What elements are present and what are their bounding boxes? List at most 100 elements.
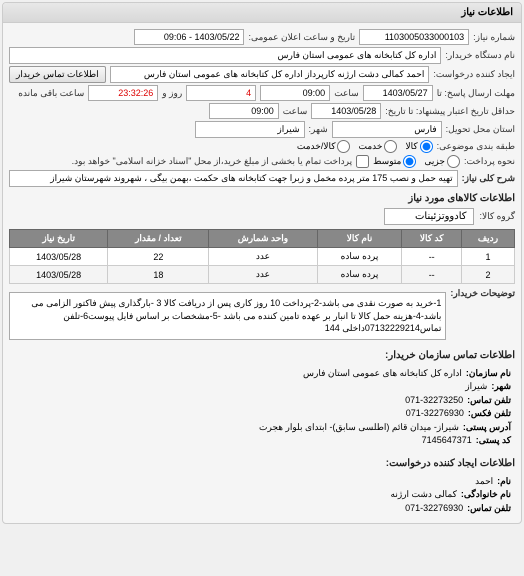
pay-opt2[interactable]: متوسط (373, 155, 416, 168)
min-valid-time-field: 09:00 (209, 103, 279, 119)
remain-label: ساعت باقی مانده (18, 88, 84, 99)
contact-city-label: شهر: (491, 380, 511, 394)
pack-label: طبقه بندی موضوعی: (437, 141, 515, 152)
contact-section-title: اطلاعات تماس سازمان خریدار: (9, 350, 515, 361)
table-cell: 1403/05/28 (10, 266, 108, 284)
pack-opt2[interactable]: خدمت (358, 140, 397, 153)
min-valid-date-field: 1403/05/28 (311, 103, 381, 119)
deadline-label: مهلت ارسال پاسخ: تا (437, 88, 515, 99)
pay-note: پرداخت تمام یا بخشی از مبلغ خرید،از محل … (72, 156, 352, 167)
table-cell: پرده ساده (317, 266, 402, 284)
contact-city: شیراز (465, 380, 487, 394)
pay-note-checkbox[interactable] (356, 155, 369, 168)
pub-date-label: تاریخ و ساعت اعلان عمومی: (248, 32, 355, 43)
pack-opt2-label: خدمت (358, 141, 382, 152)
pay-opt2-label: متوسط (373, 156, 401, 167)
creator-name-label: نام: (497, 475, 511, 489)
days-label: روز و (162, 88, 182, 99)
table-row: 1--پرده سادهعدد221403/05/28 (10, 248, 515, 266)
pub-date-field: 1403/05/22 - 09:06 (134, 29, 244, 45)
table-header-cell: تاریخ نیاز (10, 230, 108, 248)
pay-opt1-label: جزیی (424, 156, 445, 167)
table-cell: عدد (209, 248, 317, 266)
creator-family-label: نام خانوادگی: (461, 488, 511, 502)
buyer-label: نام دستگاه خریدار: (445, 50, 515, 61)
buyer-desc-label: توضیحات خریدار: (450, 288, 515, 299)
requester-label: ایجاد کننده درخواست: (433, 69, 515, 80)
pack-radio-group: کالا خدمت کالا/خدمت (297, 140, 433, 153)
pack-radio-3[interactable] (337, 140, 350, 153)
table-header-cell: ردیف (461, 230, 514, 248)
pay-label: نحوه پرداخت: (464, 156, 515, 167)
creator-family: کمالی دشت ارژنه (391, 488, 457, 502)
creator-tel: 071-32276930 (405, 502, 463, 516)
table-cell: -- (402, 266, 461, 284)
pack-opt1[interactable]: کالا (405, 140, 432, 153)
goods-group-field: کادووتزئینات (384, 208, 474, 225)
goods-table: ردیفکد کالانام کالاواحد شمارشتعداد / مقد… (9, 229, 515, 284)
days-field: 4 (186, 85, 256, 101)
pay-radio-2[interactable] (403, 155, 416, 168)
table-cell: پرده ساده (317, 248, 402, 266)
table-body: 1--پرده سادهعدد221403/05/282--پرده سادهع… (10, 248, 515, 284)
panel-body: شماره نیاز: 1103005033000103 تاریخ و ساع… (3, 23, 521, 523)
requester-field: احمد کمالی دشت ارژنه کارپرداز اداره کل ک… (110, 66, 430, 83)
table-cell: 22 (108, 248, 209, 266)
contact-tel: 071-32273250 (405, 394, 463, 408)
panel-title: اطلاعات نیاز (3, 3, 521, 23)
pack-radio-1[interactable] (420, 140, 433, 153)
contact-block: نام سازمان: اداره کل کتابخانه های عمومی ا… (9, 363, 515, 452)
need-title-field: تهیه حمل و نصب 175 متر پرده مخمل و زبرا … (9, 170, 458, 187)
contact-post-label: کد پستی: (476, 434, 511, 448)
deadline-time-field: 09:00 (260, 85, 330, 101)
city-field: شیراز (195, 121, 305, 138)
contact-addr: شیراز- میدان قائم (اطلسی سابق)- ابتدای ب… (259, 421, 459, 435)
pack-opt3[interactable]: کالا/خدمت (297, 140, 351, 153)
pack-opt3-label: کالا/خدمت (297, 141, 336, 152)
table-header-cell: تعداد / مقدار (108, 230, 209, 248)
contact-post: 7145647371 (422, 434, 472, 448)
table-cell: 1403/05/28 (10, 248, 108, 266)
min-valid-label: حداقل تاریخ اعتبار پیشنهاد: تا تاریخ: (385, 106, 515, 117)
table-header-row: ردیفکد کالانام کالاواحد شمارشتعداد / مقد… (10, 230, 515, 248)
table-cell: عدد (209, 266, 317, 284)
contact-tel-label: تلفن تماس: (467, 394, 511, 408)
req-no-field: 1103005033000103 (359, 29, 469, 45)
remain-field: 23:32:26 (88, 85, 158, 101)
contact-org-label: نام سازمان: (466, 367, 511, 381)
need-info-panel: اطلاعات نیاز شماره نیاز: 110300503300010… (2, 2, 522, 524)
creator-name: احمد (475, 475, 493, 489)
pay-radio-group: جزیی متوسط (373, 155, 460, 168)
buyer-contact-button[interactable]: اطلاعات تماس خریدار (9, 66, 106, 83)
pack-opt1-label: کالا (405, 141, 417, 152)
deadline-date-field: 1403/05/27 (363, 85, 433, 101)
pay-radio-1[interactable] (447, 155, 460, 168)
table-header-cell: واحد شمارش (209, 230, 317, 248)
pack-radio-2[interactable] (384, 140, 397, 153)
table-header-cell: نام کالا (317, 230, 402, 248)
goods-section-title: اطلاعات کالاهای مورد نیاز (9, 193, 515, 204)
time-label-1: ساعت (334, 88, 359, 99)
creator-section-title: اطلاعات ایجاد کننده درخواست: (9, 458, 515, 469)
province-field: فارس (332, 121, 442, 138)
table-cell: 1 (461, 248, 514, 266)
pay-opt1[interactable]: جزیی (424, 155, 460, 168)
time-label-2: ساعت (283, 106, 308, 117)
table-cell: -- (402, 248, 461, 266)
contact-fax: 071-32276930 (406, 407, 464, 421)
need-title-label: شرح کلی نیاز: (462, 173, 515, 184)
goods-group-label: گروه کالا: (480, 211, 515, 222)
table-cell: 2 (461, 266, 514, 284)
table-row: 2--پرده سادهعدد181403/05/28 (10, 266, 515, 284)
creator-tel-label: تلفن تماس: (467, 502, 511, 516)
contact-fax-label: تلفن فکس: (468, 407, 511, 421)
req-no-label: شماره نیاز: (473, 32, 515, 43)
buyer-desc-box: 1-خرید به صورت نقدی می باشد-2-پرداخت 10 … (9, 292, 446, 340)
creator-block: نام: احمد نام خانوادگی: کمالی دشت ارژنه تل… (9, 471, 515, 520)
city-label: شهر: (309, 124, 328, 135)
table-cell: 18 (108, 266, 209, 284)
buyer-field: اداره کل کتابخانه های عمومی استان فارس (9, 47, 441, 64)
table-header-cell: کد کالا (402, 230, 461, 248)
contact-org: اداره کل کتابخانه های عمومی استان فارس (303, 367, 462, 381)
contact-addr-label: آدرس پستی: (463, 421, 511, 435)
